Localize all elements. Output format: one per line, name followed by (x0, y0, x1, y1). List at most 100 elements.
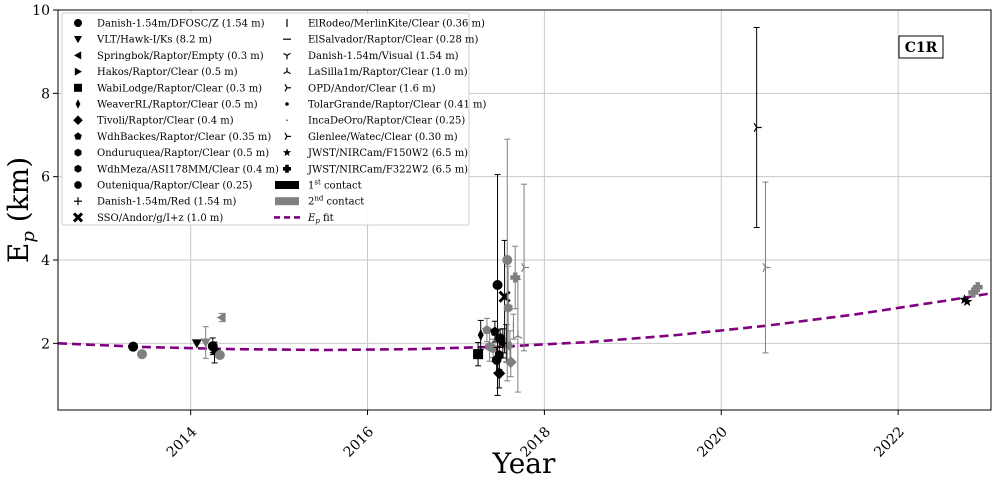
marker-tri-down (74, 36, 82, 44)
legend-entry: Hakos/Raptor/Clear (0.5 m) (74, 67, 238, 78)
marker-tri4 (284, 84, 291, 92)
legend-entry: ElRodeo/MerlinKite/Clear (0.36 m) (286, 19, 485, 30)
data-point (137, 349, 148, 360)
legend-label: Outeniqua/Raptor/Clear (0.25) (97, 181, 253, 192)
marker-circle (137, 349, 148, 360)
legend-label: VLT/Hawk-I/Ks (8.2 m) (96, 35, 212, 46)
marker-star (282, 148, 292, 157)
legend-label: SSO/Andor/g/I+z (1.0 m) (97, 213, 223, 224)
legend-entry: Springbok/Raptor/Empty (0.3 m) (74, 51, 264, 62)
marker-tri4 (753, 122, 762, 133)
legend-label: JWST/NIRCam/F322W2 (6.5 m) (307, 164, 468, 175)
legend-label: Onduruquea/Raptor/Clear (0.5 m) (97, 148, 269, 159)
marker-diamond (504, 356, 517, 369)
data-point (521, 183, 530, 352)
marker-star (961, 296, 973, 307)
y-tick-label: 6 (41, 170, 50, 186)
legend-label: WabiLodge/Raptor/Clear (0.3 m) (97, 83, 262, 94)
legend-label: WeaverRL/Raptor/Clear (0.5 m) (97, 100, 258, 111)
legend-label: ElRodeo/MerlinKite/Clear (0.36 m) (308, 19, 485, 30)
marker-pentagon (74, 132, 82, 140)
legend-entry: SSO/Andor/g/I+z (1.0 m) (72, 212, 223, 224)
data-point (128, 341, 139, 352)
marker-diamond (493, 367, 506, 380)
marker-tri-right (74, 67, 82, 76)
marker-plus-filled (283, 164, 291, 173)
legend-label: Danish-1.54m/Visual (1.54 m) (308, 51, 459, 62)
legend-label: 2nd contact (308, 195, 364, 208)
marker-thin-diamond (75, 99, 81, 109)
y-tick-label: 4 (41, 253, 50, 269)
legend-label: WdhBackes/Raptor/Clear (0.35 m) (97, 132, 271, 143)
legend-label: OPD/Andor/Clear (1.6 m) (308, 83, 436, 94)
legend-label: Danish-1.54m/DFOSC/Z (1.54 m) (97, 19, 265, 30)
legend-entry: WabiLodge/Raptor/Clear (0.3 m) (74, 83, 262, 94)
marker-square (74, 83, 82, 92)
data-point (477, 319, 484, 351)
fit-line (57, 292, 992, 352)
marker-square (473, 349, 484, 360)
legend-label: ElSalvador/Raptor/Clear (0.28 m) (308, 35, 479, 46)
y-tick-label: 2 (41, 336, 50, 352)
marker-tri-left (74, 51, 82, 60)
legend-box (61, 12, 470, 226)
legend-label: Springbok/Raptor/Empty (0.3 m) (97, 51, 264, 62)
marker-star (959, 294, 970, 305)
marker-tri1 (283, 52, 291, 60)
data-point (510, 313, 517, 340)
legend-entry: JWST/NIRCam/F150W2 (6.5 m) (282, 148, 468, 159)
marker-hexagon (503, 302, 513, 313)
legend-label: Tivoli/Raptor/Clear (0.4 m) (97, 116, 234, 127)
legend-entry: Ep fit (274, 213, 334, 225)
marker-thin-diamond (477, 329, 484, 341)
marker-hexagon (488, 343, 498, 354)
data-point (961, 296, 973, 307)
data-point (493, 358, 506, 389)
legend-entry: JWST/NIRCam/F322W2 (6.5 m) (283, 164, 468, 175)
y-tick-label: 10 (32, 3, 50, 19)
legend-label: WdhMeza/ASI178MM/Clear (0.4 m) (97, 164, 279, 175)
marker-circle (74, 19, 82, 27)
marker-tri2 (283, 67, 291, 75)
data-point (503, 265, 513, 351)
marker-plus-thin (74, 197, 82, 206)
data-point (510, 245, 521, 310)
legend-entry: OPD/Andor/Clear (1.6 m) (284, 83, 436, 94)
data-point (216, 312, 226, 323)
data-point (502, 138, 513, 382)
legend-label: JWST/NIRCam/F150W2 (6.5 m) (307, 148, 468, 159)
marker-tri2 (513, 330, 523, 339)
legend-entry: WdhBackes/Raptor/Clear (0.35 m) (74, 132, 271, 143)
marker-tri4 (521, 262, 530, 273)
legend-entry: Outeniqua/Raptor/Clear (0.25) (74, 181, 253, 192)
data-point (959, 294, 970, 305)
data-point (473, 342, 484, 367)
marker-hexagon (74, 148, 82, 157)
legend-entry: Danish-1.54m/Visual (1.54 m) (283, 51, 459, 62)
marker-tri-down (191, 339, 202, 349)
legend-entry: 2nd contact (275, 195, 364, 208)
legend-entry: Tivoli/Raptor/Clear (0.4 m) (73, 115, 234, 127)
plot-frame (57, 9, 992, 411)
legend-label: LaSilla1m/Raptor/Clear (1.0 m) (308, 67, 468, 78)
marker-point (285, 102, 289, 106)
marker-circle (207, 341, 218, 352)
legend-entry: VLT/Hawk-I/Ks (8.2 m) (74, 35, 212, 46)
marker-bar-black (275, 181, 299, 189)
y-tick-label: 8 (41, 86, 50, 102)
marker-bar-gray (275, 197, 299, 206)
legend-entry: TolarGrande/Raptor/Clear (0.41 m) (285, 100, 487, 111)
data-point (207, 337, 218, 356)
marker-circle (492, 280, 503, 290)
data-point (214, 350, 225, 360)
legend-entry: ElSalvador/Raptor/Clear (0.28 m) (283, 35, 479, 46)
marker-thin-diamond (506, 339, 513, 352)
data-points (128, 27, 983, 396)
data-point (504, 347, 517, 378)
legend-entry: Glenlee/Watec/Clear (0.30 m) (284, 132, 458, 143)
marker-plus-filled (972, 282, 983, 293)
legend-entry: 1st contact (275, 179, 362, 192)
marker-circle (502, 255, 513, 265)
marker-diamond (73, 115, 83, 125)
